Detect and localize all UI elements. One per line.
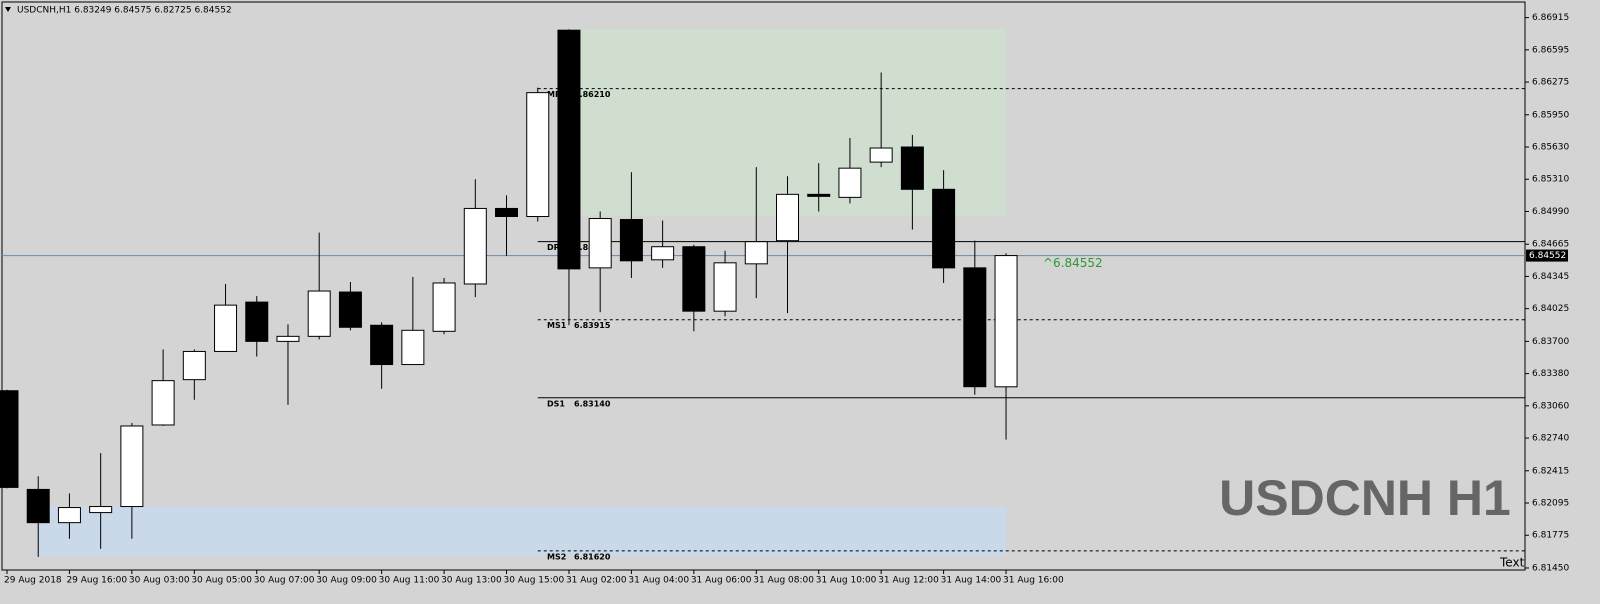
watermark: USDCNH H1 [1219, 470, 1511, 526]
candle-body [744, 241, 768, 265]
candle-body [619, 219, 643, 262]
x-tick-label: 30 Aug 11:00 [379, 576, 440, 586]
x-tick-label: 31 Aug 14:00 [941, 576, 1002, 586]
y-tick-label: 6.81450 [1532, 563, 1569, 573]
bid-label: ^6.84552 [1043, 256, 1103, 270]
chart-title: USDCNH,H1 6.83249 6.84575 6.82725 6.8455… [17, 6, 232, 16]
current-price-box [1526, 249, 1568, 262]
y-tick-label: 6.86595 [1532, 45, 1569, 55]
y-tick-label: 6.82095 [1532, 499, 1569, 509]
x-tick-label: 30 Aug 09:00 [316, 576, 377, 586]
y-tick-label: 6.84665 [1532, 240, 1569, 250]
candle-body [900, 146, 924, 190]
candle-body [651, 246, 675, 261]
candle-body [151, 380, 175, 426]
candle-body [869, 147, 893, 163]
candle-body [432, 282, 456, 332]
current-price-label: 6.84552 [1529, 251, 1566, 261]
candle-body [776, 193, 799, 242]
candle-body [463, 207, 487, 285]
candle-body [526, 92, 550, 218]
x-tick-label: 30 Aug 05:00 [191, 576, 252, 586]
candle-body [682, 246, 706, 312]
x-tick-label: 31 Aug 16:00 [1003, 576, 1064, 586]
level-name: MS2 [547, 552, 566, 561]
level-name: MR1 [547, 90, 567, 99]
y-tick-label: 6.83700 [1532, 337, 1569, 347]
x-tick-label: 30 Aug 03:00 [129, 576, 190, 586]
y-tick-label: 6.81775 [1532, 531, 1569, 541]
candle-body [214, 304, 238, 352]
candle-body [932, 188, 956, 269]
candle-body [0, 390, 19, 488]
x-tick-label: 31 Aug 10:00 [816, 576, 877, 586]
y-tick-label: 6.86275 [1532, 78, 1569, 88]
x-tick-label: 29 Aug 2018 [4, 576, 62, 586]
candle-body [307, 290, 331, 337]
y-tick-label: 6.85310 [1532, 175, 1569, 185]
candle-body [588, 218, 612, 269]
y-tick-label: 6.83060 [1532, 401, 1569, 411]
candle-body [182, 350, 206, 381]
y-tick-label: 6.83380 [1532, 369, 1569, 379]
x-tick-label: 30 Aug 15:00 [504, 576, 565, 586]
candle-body [963, 267, 987, 388]
candle-body [557, 29, 581, 270]
zone [37, 506, 1007, 556]
level-name: DS1 [547, 399, 565, 408]
y-tick-label: 6.82415 [1532, 466, 1569, 476]
level-value: 6.83915 [574, 321, 611, 330]
candle-body [245, 301, 269, 342]
y-tick-label: 6.84345 [1532, 272, 1569, 282]
candle-body [994, 255, 1018, 388]
x-tick-label: 29 Aug 16:00 [66, 576, 127, 586]
y-tick-label: 6.84990 [1532, 207, 1569, 217]
x-tick-label: 31 Aug 02:00 [566, 576, 627, 586]
y-tick-label: 6.85630 [1532, 143, 1569, 153]
x-tick-label: 31 Aug 08:00 [753, 576, 814, 586]
candle-body [338, 291, 362, 328]
x-tick-label: 30 Aug 07:00 [254, 576, 315, 586]
x-tick-label: 30 Aug 13:00 [441, 576, 502, 586]
candle-body [276, 335, 300, 342]
candle-body [401, 329, 425, 366]
x-tick-label: 31 Aug 04:00 [628, 576, 689, 586]
menu-arrow[interactable] [5, 7, 11, 12]
candle-body [807, 193, 831, 197]
corner-text: Text [1499, 556, 1525, 570]
candle-body [26, 488, 50, 524]
x-tick-label: 31 Aug 12:00 [878, 576, 939, 586]
candle-body [370, 324, 394, 366]
candle-body [838, 167, 862, 198]
candle-body [120, 425, 144, 508]
y-tick-label: 6.86915 [1532, 13, 1569, 23]
y-tick-label: 6.85950 [1532, 110, 1569, 120]
level-name: MS1 [547, 321, 567, 330]
level-value: 6.83140 [574, 399, 611, 408]
candle-body [89, 506, 113, 514]
candle-body [495, 207, 519, 218]
candle-body [713, 262, 737, 312]
candle-body [57, 507, 81, 524]
x-tick-label: 31 Aug 06:00 [691, 576, 752, 586]
y-tick-label: 6.84025 [1532, 304, 1569, 314]
level-value: 6.86210 [574, 90, 611, 99]
y-tick-label: 6.82740 [1532, 434, 1569, 444]
level-value: 6.81620 [574, 552, 611, 561]
level-name: DR1 [547, 243, 566, 252]
